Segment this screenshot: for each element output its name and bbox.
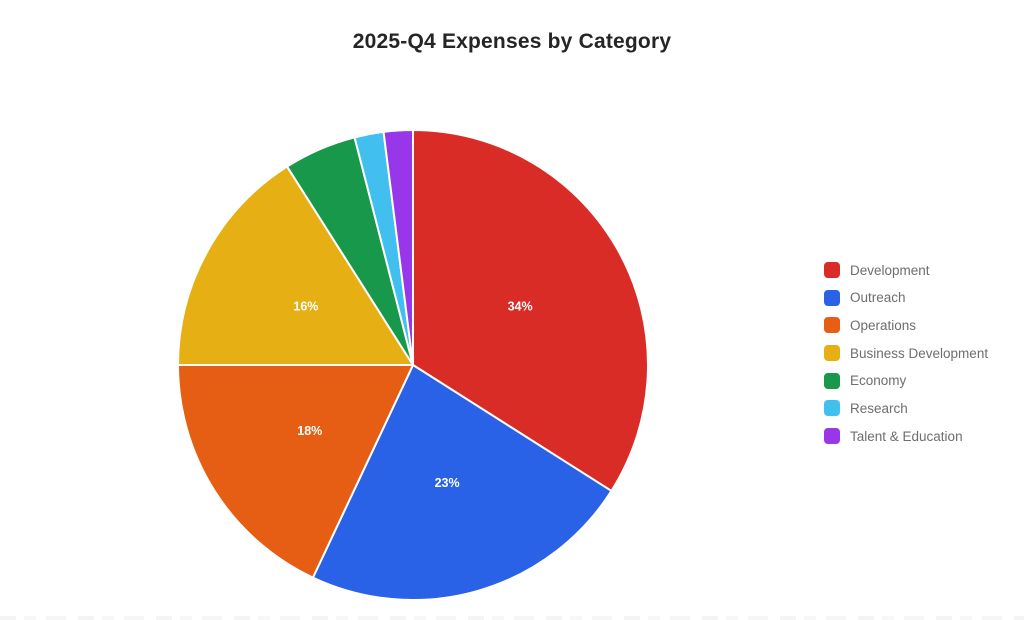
legend-item-business-development[interactable]: Business Development: [824, 345, 989, 362]
legend-item-research[interactable]: Research: [824, 400, 988, 417]
chart-title: 2025-Q4 Expenses by Category: [352, 30, 672, 53]
legend-item-operations[interactable]: Operations: [824, 317, 988, 334]
legend-label-research: Research: [850, 400, 908, 416]
pie-slice-label-development: 34%: [508, 300, 533, 314]
legend-swatch-operations: [824, 317, 840, 334]
pie-slice-talent-and-education[interactable]: [382, 128, 414, 366]
pie-slice-operations[interactable]: [177, 364, 414, 579]
legend-item-outreach[interactable]: Outreach: [824, 289, 988, 306]
legend-swatch-research: [824, 400, 840, 417]
pie-slice-label-outreach: 23%: [435, 476, 460, 490]
legend-item-talent-and-education[interactable]: Talent & Education: [824, 428, 988, 445]
legend-label-talent-and-education: Talent & Education: [850, 428, 963, 444]
pie-slice-business-development[interactable]: [177, 165, 414, 366]
pie-slice-label-business-development: 16%: [293, 300, 318, 314]
legend-item-economy[interactable]: Economy: [824, 372, 988, 389]
legend-label-economy: Economy: [850, 373, 907, 389]
legend-label-outreach: Outreach: [850, 290, 906, 306]
legend-label-operations: Operations: [850, 317, 917, 333]
legend-swatch-economy: [824, 372, 840, 389]
chart-legend: Development Outreach Operations Business De…: [824, 262, 988, 456]
pie-slice-label-operations: 18%: [297, 424, 322, 438]
legend-swatch-business-development: [824, 345, 840, 362]
legend-swatch-outreach: [824, 289, 840, 306]
legend-label-business-development: Business Development: [850, 345, 989, 361]
legend-label-development: Development: [850, 262, 930, 278]
legend-item-development[interactable]: Development: [824, 262, 988, 278]
pie-slice-outreach[interactable]: [311, 364, 613, 601]
legend-swatch-development: [824, 262, 840, 278]
pie-slice-development[interactable]: [412, 129, 649, 492]
cropped-text-strip: [0, 616, 1024, 620]
legend-swatch-talent-and-education: [824, 428, 840, 445]
